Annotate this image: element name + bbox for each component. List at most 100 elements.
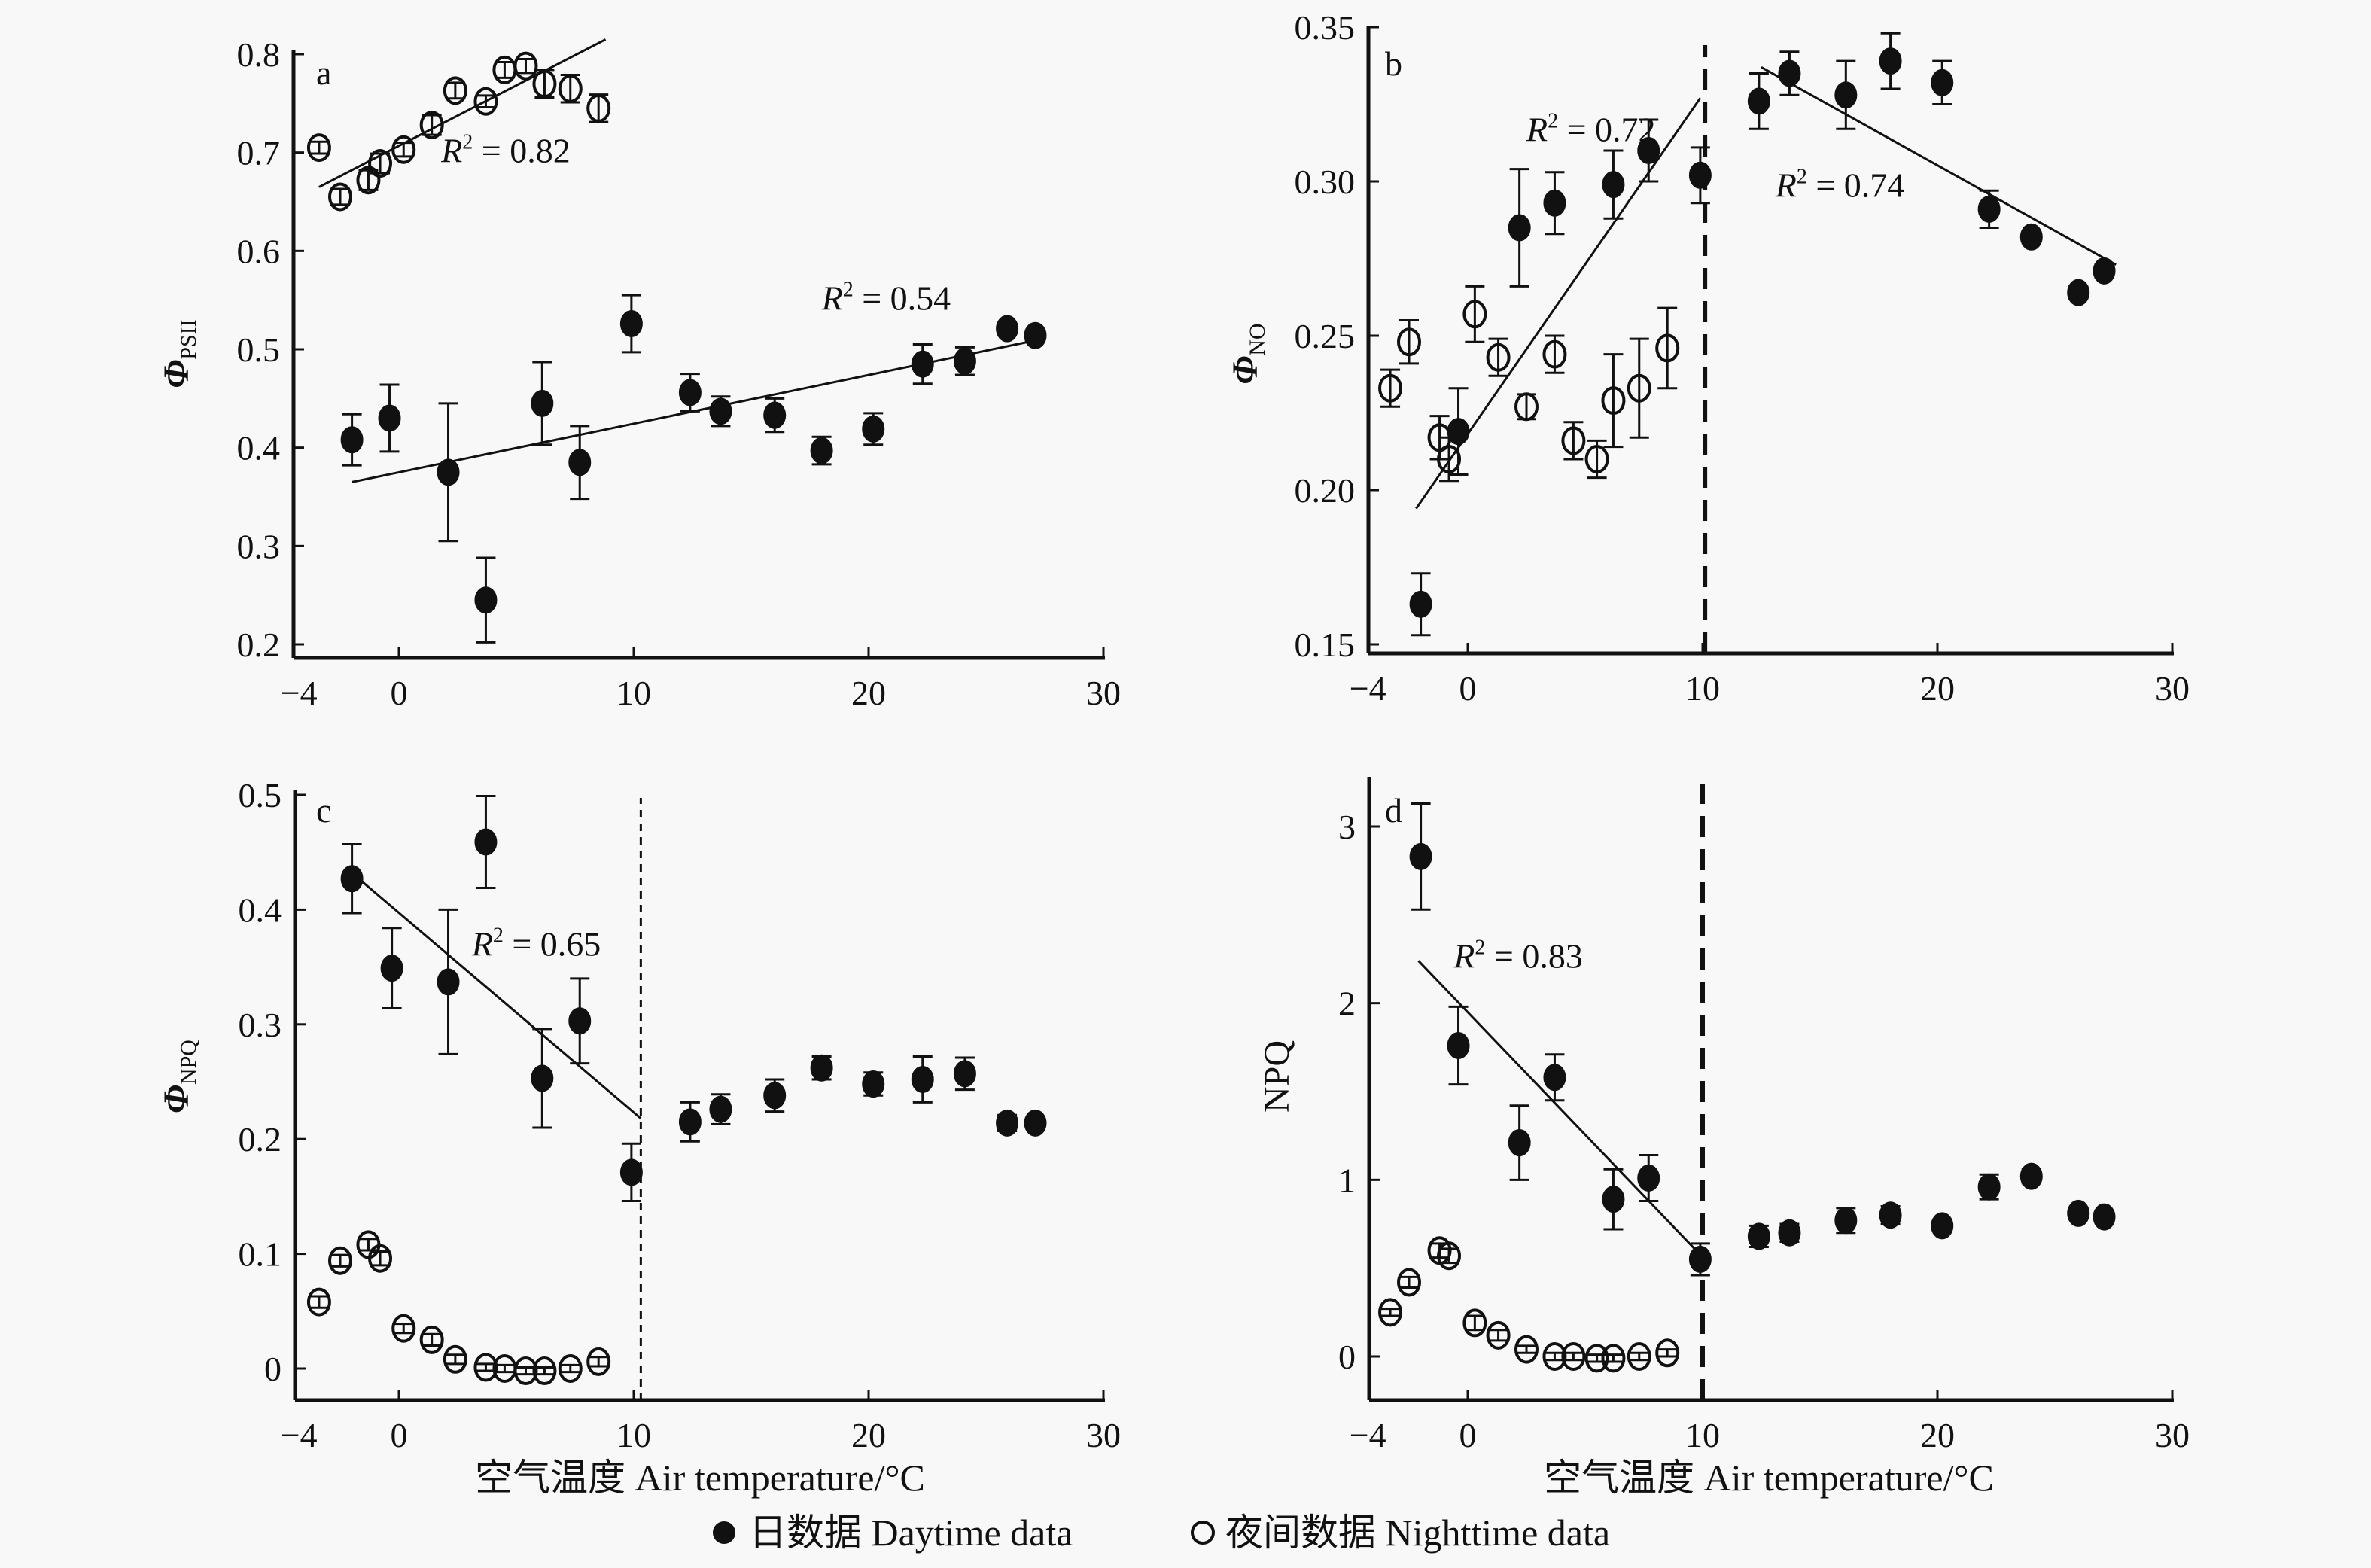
data-point-daytime (1977, 195, 2001, 223)
data-point-nighttime (328, 1246, 352, 1275)
data-point-daytime (1688, 1245, 1712, 1273)
data-point-daytime (2067, 1199, 2090, 1227)
data-point-daytime (378, 404, 401, 432)
data-point-daytime (763, 401, 787, 429)
data-point-nighttime (558, 74, 583, 103)
data-point-daytime (1747, 87, 1770, 115)
y-axis-title: ΦNPQ (157, 1040, 201, 1113)
data-point-daytime (1879, 47, 1902, 75)
data-point-daytime (2019, 223, 2043, 251)
x-tick-label: 0 (391, 674, 408, 712)
legend-marker-daytime (713, 1521, 735, 1544)
y-tick-label: 0.2 (239, 1120, 282, 1158)
data-point-daytime (1834, 1207, 1858, 1235)
data-point-daytime (709, 397, 732, 425)
data-point-daytime (1637, 137, 1660, 164)
data-point-daytime (340, 426, 364, 454)
data-point-daytime (1778, 1219, 1801, 1247)
data-point-nighttime (1486, 1320, 1511, 1350)
data-point-nighttime (1655, 333, 1680, 363)
data-point-daytime (474, 586, 498, 614)
x-tick-label: −4 (281, 674, 318, 712)
data-point-daytime (1778, 59, 1801, 87)
panel-letter: b (1385, 44, 1402, 83)
series-daytime (340, 795, 1047, 1202)
panel-letter: a (316, 53, 331, 92)
data-point-nighttime (1437, 445, 1462, 473)
x-tick-label: 0 (1459, 669, 1477, 708)
data-point-nighttime (586, 1347, 611, 1376)
x-tick-label: 10 (1685, 1416, 1720, 1454)
data-point-daytime (1602, 1186, 1625, 1213)
data-point-nighttime (1437, 1241, 1462, 1271)
series-nighttime (306, 51, 611, 212)
data-point-nighttime (1561, 1342, 1586, 1371)
data-point-nighttime (1378, 1298, 1403, 1327)
y-tick-label: 0.15 (1295, 626, 1356, 664)
data-point-daytime (340, 865, 364, 893)
y-tick-label: 0.4 (237, 429, 281, 467)
legend: 日数据 Daytime data 夜间数据 Nighttime data (713, 1512, 1610, 1554)
data-point-daytime (1879, 1201, 1902, 1229)
y-tick-label: 0.25 (1295, 317, 1356, 355)
y-tick-label: 0.30 (1295, 163, 1356, 201)
panel-letter: c (316, 791, 331, 830)
data-point-nighttime (532, 69, 557, 99)
panel-a: −4 0 10 20 30 0.2 0.3 0.4 0.5 0.6 0.7 0.8 ΦPSII a R2 =… (157, 35, 1121, 712)
data-point-daytime (1688, 161, 1712, 189)
data-point-daytime (437, 968, 460, 996)
x-tick-label: 0 (391, 1416, 408, 1454)
data-point-daytime (619, 1158, 643, 1186)
data-point-daytime (568, 1007, 592, 1035)
legend-marker-nighttime (1191, 1521, 1215, 1545)
data-point-nighttime (473, 87, 498, 116)
data-point-nighttime (356, 166, 381, 195)
data-point-nighttime (391, 135, 416, 164)
data-point-nighttime (473, 1353, 498, 1382)
legend-label-daytime: 日数据 Daytime data (749, 1512, 1073, 1554)
data-point-daytime (1543, 1064, 1566, 1092)
data-point-daytime (380, 955, 403, 982)
r-squared-label: R2 = 0.72 (1526, 110, 1656, 149)
series-daytime (1409, 32, 2116, 637)
panel-b: −4 0 10 20 30 0.15 0.20 0.25 0.30 0.35 ΦNO b R2 = 0.… (1225, 8, 2190, 708)
data-point-daytime (1931, 69, 1954, 96)
x-tick-label: −4 (1350, 669, 1386, 708)
r-squared-label: R2 = 0.54 (821, 279, 951, 318)
data-point-nighttime (513, 51, 538, 81)
data-point-nighttime (1627, 1342, 1651, 1371)
y-tick-label: 1 (1338, 1161, 1356, 1199)
r-squared-label: R2 = 0.82 (440, 131, 571, 170)
legend-label-nighttime: 夜间数据 Nighttime data (1225, 1512, 1610, 1554)
data-point-daytime (862, 1070, 885, 1098)
y-tick-label: 0 (264, 1350, 282, 1388)
data-point-daytime (1747, 1222, 1770, 1250)
data-point-nighttime (443, 1344, 467, 1374)
data-point-nighttime (1486, 343, 1511, 372)
data-point-nighttime (532, 1356, 557, 1386)
data-point-daytime (1543, 189, 1566, 217)
data-point-daytime (1637, 1164, 1660, 1192)
x-tick-label: 30 (2155, 1416, 2190, 1454)
x-tick-label: 10 (616, 674, 651, 712)
data-point-daytime (2019, 1162, 2043, 1190)
data-point-nighttime (1462, 1308, 1487, 1338)
data-point-daytime (531, 389, 554, 417)
y-tick-label: 0.3 (237, 527, 281, 565)
data-point-nighttime (513, 1356, 538, 1386)
x-axis-title-d: 空气温度 Air temperature/°C (1544, 1457, 1994, 1499)
data-point-nighttime (558, 1354, 583, 1383)
data-point-daytime (709, 1095, 732, 1123)
data-point-nighttime (1561, 426, 1586, 455)
y-tick-label: 0.4 (239, 891, 282, 929)
data-point-nighttime (1601, 386, 1626, 416)
data-point-nighttime (1601, 1344, 1626, 1373)
r-squared-label: R2 = 0.83 (1453, 936, 1583, 976)
data-point-daytime (2067, 279, 2090, 306)
data-point-nighttime (1627, 373, 1651, 403)
y-tick-label: 0.20 (1295, 471, 1356, 510)
y-tick-label: 3 (1338, 808, 1356, 846)
series-daytime (340, 294, 1047, 644)
data-point-daytime (810, 437, 833, 464)
data-point-nighttime (1397, 1268, 1421, 1297)
